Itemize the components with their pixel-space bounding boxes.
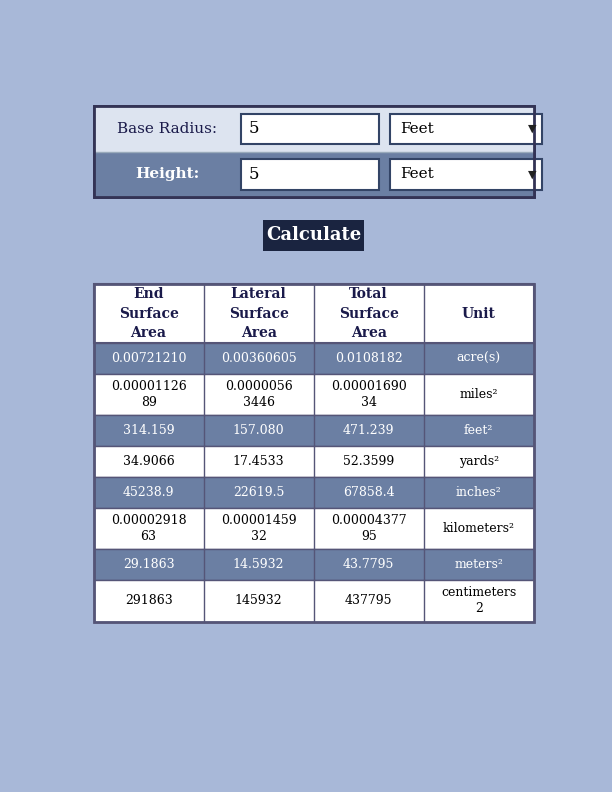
Text: 314.159: 314.159 bbox=[123, 425, 174, 437]
Bar bbox=[94, 446, 534, 477]
Text: Total
Surface
Area: Total Surface Area bbox=[338, 287, 398, 341]
Text: Base Radius:: Base Radius: bbox=[117, 122, 217, 136]
Bar bbox=[94, 343, 534, 374]
Text: meters²: meters² bbox=[454, 558, 503, 571]
Text: 52.3599: 52.3599 bbox=[343, 455, 394, 468]
Text: 29.1863: 29.1863 bbox=[123, 558, 174, 571]
Text: 157.080: 157.080 bbox=[233, 425, 285, 437]
Bar bbox=[94, 374, 534, 415]
Text: yards²: yards² bbox=[458, 455, 499, 468]
Bar bbox=[94, 415, 534, 446]
Bar bbox=[94, 580, 534, 622]
Text: centimeters
2: centimeters 2 bbox=[441, 586, 517, 615]
Text: 5: 5 bbox=[248, 166, 259, 183]
Text: 22619.5: 22619.5 bbox=[233, 485, 285, 499]
Text: Unit: Unit bbox=[462, 307, 496, 321]
Bar bbox=[94, 284, 534, 622]
Text: 0.00001126
89: 0.00001126 89 bbox=[111, 380, 187, 409]
Text: 0.00002918
63: 0.00002918 63 bbox=[111, 514, 187, 543]
Text: 0.00001690
34: 0.00001690 34 bbox=[331, 380, 406, 409]
Text: 0.00001459
32: 0.00001459 32 bbox=[221, 514, 296, 543]
Bar bbox=[241, 159, 379, 190]
Text: 291863: 291863 bbox=[125, 595, 173, 607]
Bar bbox=[390, 113, 542, 144]
Text: 43.7795: 43.7795 bbox=[343, 558, 394, 571]
Bar bbox=[94, 152, 534, 196]
Bar bbox=[94, 106, 534, 196]
Text: inches²: inches² bbox=[456, 485, 502, 499]
Bar bbox=[94, 106, 534, 196]
Bar bbox=[241, 113, 379, 144]
Bar bbox=[94, 284, 534, 343]
Text: Lateral
Surface
Area: Lateral Surface Area bbox=[229, 287, 289, 341]
Bar bbox=[94, 508, 534, 550]
Bar bbox=[94, 550, 534, 580]
Bar bbox=[94, 106, 534, 152]
Text: Height:: Height: bbox=[135, 167, 200, 181]
Text: acre(s): acre(s) bbox=[457, 352, 501, 365]
Text: miles²: miles² bbox=[460, 388, 498, 401]
Text: Feet: Feet bbox=[400, 122, 434, 136]
Text: 5: 5 bbox=[248, 120, 259, 138]
Text: 437795: 437795 bbox=[345, 595, 392, 607]
Text: kilometers²: kilometers² bbox=[442, 522, 515, 535]
Text: ▼: ▼ bbox=[528, 124, 537, 134]
Text: 67858.4: 67858.4 bbox=[343, 485, 395, 499]
Text: 34.9066: 34.9066 bbox=[122, 455, 174, 468]
Bar bbox=[390, 159, 542, 190]
Text: 145932: 145932 bbox=[235, 595, 282, 607]
Bar bbox=[263, 219, 364, 250]
Bar bbox=[94, 477, 534, 508]
Text: Calculate: Calculate bbox=[266, 227, 361, 244]
Text: 0.00004377
95: 0.00004377 95 bbox=[331, 514, 406, 543]
Text: 0.00721210: 0.00721210 bbox=[111, 352, 186, 365]
Text: 0.0000056
3446: 0.0000056 3446 bbox=[225, 380, 293, 409]
Text: 14.5932: 14.5932 bbox=[233, 558, 285, 571]
Text: 0.00360605: 0.00360605 bbox=[221, 352, 296, 365]
Text: Feet: Feet bbox=[400, 167, 434, 181]
Text: feet²: feet² bbox=[464, 425, 493, 437]
Text: ▼: ▼ bbox=[528, 169, 537, 179]
Text: 0.0108182: 0.0108182 bbox=[335, 352, 403, 365]
Text: 17.4533: 17.4533 bbox=[233, 455, 285, 468]
Text: 45238.9: 45238.9 bbox=[123, 485, 174, 499]
Text: End
Surface
Area: End Surface Area bbox=[119, 287, 179, 341]
Text: 471.239: 471.239 bbox=[343, 425, 394, 437]
